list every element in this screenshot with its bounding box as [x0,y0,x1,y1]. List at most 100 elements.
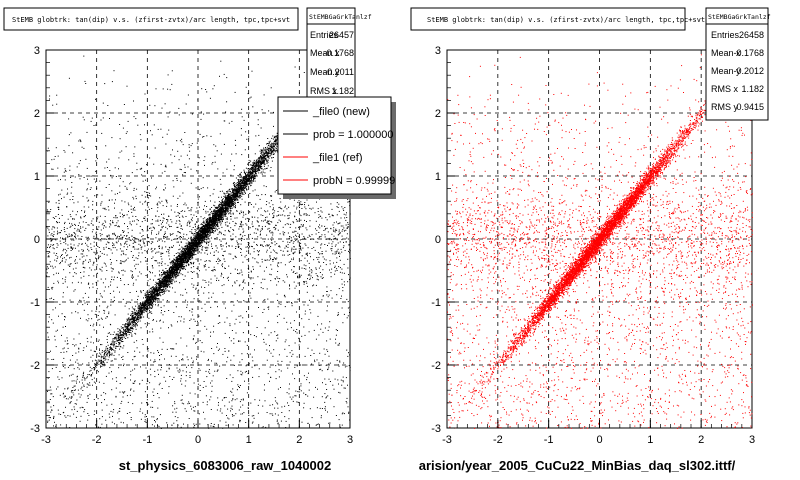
scatter-point [152,290,153,292]
scatter-point [89,384,91,386]
scatter-point [141,313,143,315]
scatter-point [216,208,218,209]
scatter-point [73,389,75,391]
scatter-point [57,409,59,411]
scatter-point [116,339,118,341]
scatter-point [117,346,119,347]
scatter-point [226,206,228,208]
scatter-point [186,239,188,241]
scatter-point [252,167,254,169]
scatter-point [136,315,138,317]
scatter-point [245,173,246,174]
scatter-point [47,420,49,422]
scatter-point [162,286,164,288]
scatter-point [113,342,115,344]
scatter-point [107,350,109,352]
scatter-point [137,313,139,315]
scatter-point [265,150,267,152]
scatter-point [173,262,175,263]
scatter-point [182,268,184,270]
scatter-point [129,326,131,328]
scatter-point [201,229,203,231]
scatter-point [124,330,126,332]
scatter-point [152,296,154,298]
scatter-point [179,269,181,271]
scatter-point [206,218,208,220]
scatter-point [258,167,260,169]
scatter-point [93,367,95,369]
scatter-point [253,179,254,181]
scatter-point [213,224,215,226]
scatter-point [224,195,226,197]
scatter-point [241,178,243,180]
scatter-point [154,299,156,301]
scatter-point [238,179,240,181]
scatter-point [260,162,262,164]
scatter-point [265,152,267,154]
scatter-point [120,337,122,339]
scatter-point [254,176,256,178]
scatter-point [186,259,188,261]
scatter-point [160,295,162,297]
scatter-point [246,180,248,182]
scatter-point [216,222,218,224]
scatter-point [190,242,192,244]
scatter-point [237,182,239,184]
scatter-point [202,218,204,220]
scatter-point [234,186,235,187]
scatter-point [70,391,72,393]
scatter-point [251,169,253,171]
scatter-point [205,241,207,243]
scatter-point [150,311,152,313]
scatter-point [270,143,272,145]
scatter-point [214,230,216,232]
scatter-point [107,341,108,343]
scatter-point [110,343,112,345]
scatter-point [236,186,238,188]
scatter-point [267,165,269,167]
scatter-point [202,239,203,241]
scatter-point [123,327,125,329]
scatter-point [188,251,190,253]
scatter-point [216,220,218,222]
scatter-point [129,332,130,333]
scatter-point [250,160,252,162]
scatter-point [266,150,268,152]
scatter-point [190,250,192,252]
scatter-point [267,159,269,161]
scatter-point [128,324,129,326]
scatter-point [192,240,194,242]
scatter-point [185,245,187,247]
scatter-point [166,275,167,277]
scatter-point [260,152,262,153]
scatter-point [147,303,149,305]
scatter-point [185,242,187,244]
scatter-point [243,189,245,191]
scatter-point [162,293,164,295]
scatter-point [201,226,203,228]
scatter-point [260,149,262,151]
scatter-point [147,303,149,305]
scatter-point [72,390,74,392]
scatter-point [258,163,260,165]
scatter-point [215,226,217,228]
scatter-point [168,286,170,288]
scatter-point [82,374,84,376]
scatter-point [104,352,106,354]
scatter-point [173,277,175,279]
scatter-point [220,222,222,224]
scatter-point [109,348,111,350]
scatter-point [157,295,159,296]
scatter-point [245,174,247,175]
scatter-point [131,322,133,324]
scatter-point [210,231,212,233]
scatter-point [213,232,215,234]
scatter-point [130,332,132,334]
scatter-point [238,195,240,197]
scatter-point [239,194,241,196]
scatter-point [272,151,274,152]
scatter-point [271,137,273,139]
scatter-point [100,362,101,364]
scatter-point [272,148,274,150]
scatter-point [101,350,103,352]
